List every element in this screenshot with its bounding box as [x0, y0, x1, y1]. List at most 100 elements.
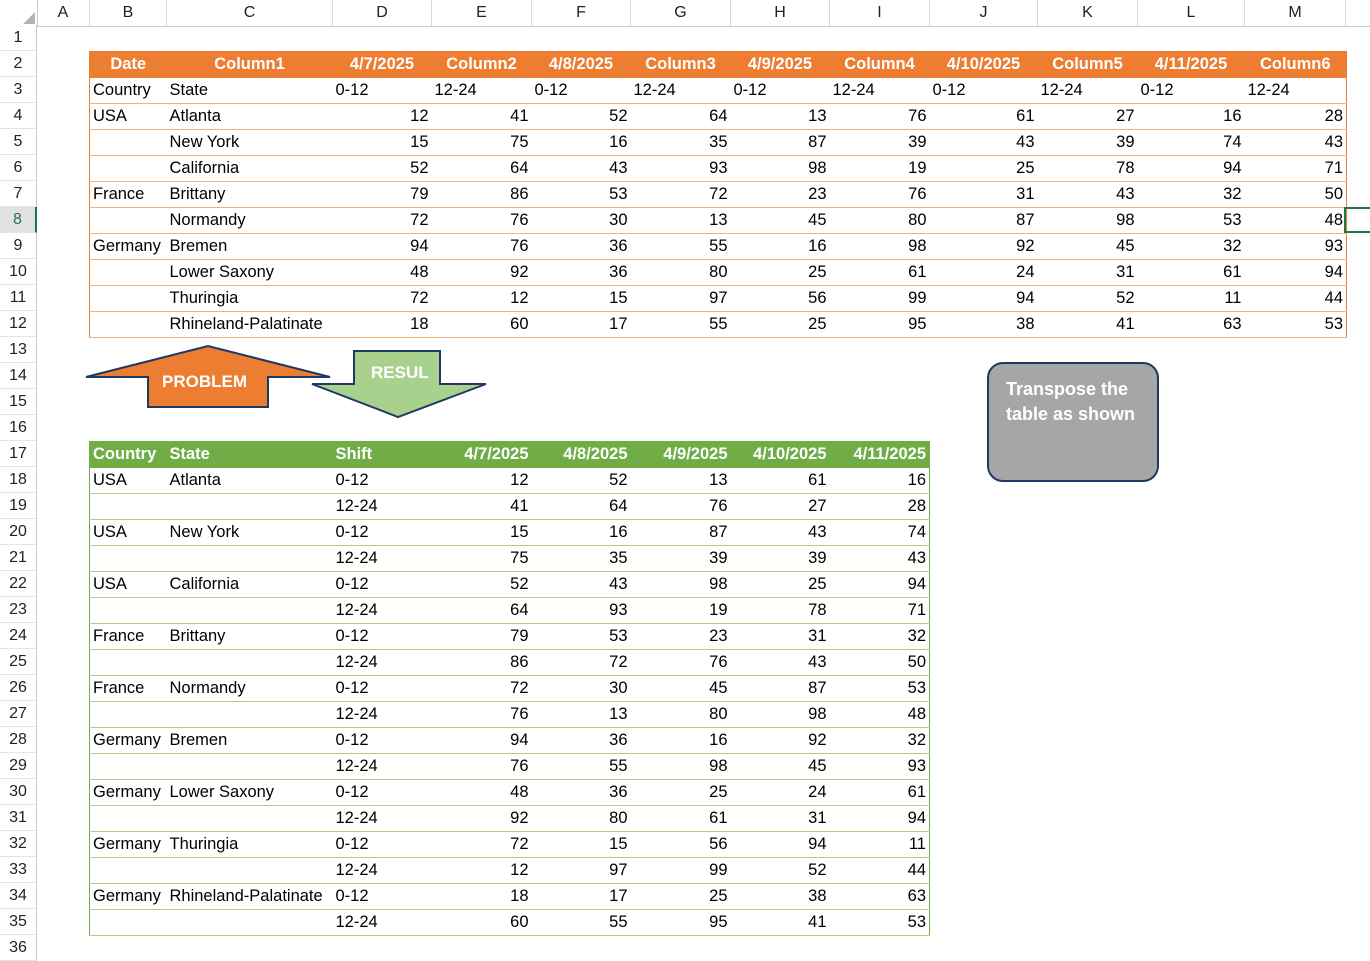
result-cell[interactable]: 48 — [431, 779, 532, 806]
result-cell[interactable]: USA — [89, 467, 167, 494]
source-cell[interactable]: 72 — [332, 207, 432, 234]
result-cell[interactable]: 55 — [531, 753, 631, 780]
source-header-cell[interactable]: 4/10/2025 — [929, 51, 1038, 78]
source-cell[interactable]: 31 — [929, 181, 1038, 208]
source-cell[interactable]: 98 — [730, 155, 830, 182]
source-cell[interactable]: 98 — [1037, 207, 1138, 234]
source-cell[interactable]: 71 — [1244, 155, 1347, 182]
source-cell[interactable]: 93 — [1244, 233, 1347, 260]
result-cell[interactable]: 78 — [730, 597, 830, 624]
source-cell[interactable]: France — [89, 181, 167, 208]
result-cell[interactable]: Brittany — [166, 623, 333, 650]
row-header-3[interactable]: 3 — [0, 77, 37, 103]
result-cell[interactable]: Germany — [89, 883, 167, 910]
source-cell[interactable]: 55 — [630, 233, 731, 260]
result-cell[interactable]: 48 — [829, 701, 930, 728]
source-cell[interactable] — [89, 259, 167, 286]
source-cell[interactable]: 94 — [332, 233, 432, 260]
column-header-J[interactable]: J — [930, 0, 1038, 26]
row-header-31[interactable]: 31 — [0, 805, 37, 831]
result-cell[interactable]: 94 — [829, 805, 930, 832]
source-cell[interactable]: 80 — [630, 259, 731, 286]
source-cell[interactable]: 45 — [730, 207, 830, 234]
source-cell[interactable]: 41 — [1037, 311, 1138, 338]
source-cell[interactable]: 36 — [531, 233, 631, 260]
row-header-19[interactable]: 19 — [0, 493, 37, 519]
row-header-36[interactable]: 36 — [0, 935, 37, 961]
result-cell[interactable]: 53 — [829, 675, 930, 702]
result-cell[interactable] — [89, 649, 167, 676]
result-cell[interactable]: 61 — [730, 467, 830, 494]
source-cell[interactable]: 72 — [630, 181, 731, 208]
result-cell[interactable]: 52 — [730, 857, 830, 884]
source-header-cell[interactable]: Column2 — [431, 51, 532, 78]
result-cell[interactable]: 0-12 — [332, 467, 432, 494]
source-cell[interactable]: 27 — [1037, 103, 1138, 130]
result-cell[interactable]: 27 — [730, 493, 830, 520]
source-cell[interactable]: 16 — [1137, 103, 1245, 130]
result-cell[interactable]: 63 — [829, 883, 930, 910]
source-cell[interactable]: 53 — [1244, 311, 1347, 338]
source-cell[interactable]: 76 — [829, 181, 930, 208]
source-cell[interactable]: 94 — [1137, 155, 1245, 182]
source-cell[interactable]: 13 — [630, 207, 731, 234]
result-cell[interactable]: 44 — [829, 857, 930, 884]
select-all-button[interactable] — [0, 0, 38, 26]
result-cell[interactable]: 72 — [431, 675, 532, 702]
result-cell[interactable]: 76 — [630, 493, 731, 520]
result-cell[interactable]: 12-24 — [332, 909, 432, 936]
result-cell[interactable]: 61 — [829, 779, 930, 806]
source-cell[interactable]: Normandy — [166, 207, 333, 234]
source-cell[interactable]: 61 — [829, 259, 930, 286]
row-header-7[interactable]: 7 — [0, 181, 37, 207]
result-cell[interactable] — [166, 545, 333, 572]
source-cell[interactable]: 28 — [1244, 103, 1347, 130]
result-cell[interactable]: 94 — [730, 831, 830, 858]
result-cell[interactable]: 0-12 — [332, 571, 432, 598]
column-header-H[interactable]: H — [731, 0, 830, 26]
result-cell[interactable]: 0-12 — [332, 623, 432, 650]
row-header-4[interactable]: 4 — [0, 103, 37, 129]
result-cell[interactable] — [89, 753, 167, 780]
result-cell[interactable]: 98 — [630, 571, 731, 598]
row-header-15[interactable]: 15 — [0, 389, 37, 415]
source-cell[interactable]: 80 — [829, 207, 930, 234]
result-cell[interactable]: 43 — [531, 571, 631, 598]
source-cell[interactable]: 74 — [1137, 129, 1245, 156]
result-cell[interactable]: 98 — [630, 753, 731, 780]
source-cell[interactable]: 52 — [1037, 285, 1138, 312]
row-header-14[interactable]: 14 — [0, 363, 37, 389]
result-cell[interactable]: Bremen — [166, 727, 333, 754]
source-cell[interactable]: 15 — [531, 285, 631, 312]
result-cell[interactable]: 41 — [730, 909, 830, 936]
source-header-cell[interactable]: Date — [89, 51, 167, 78]
column-header-K[interactable]: K — [1038, 0, 1138, 26]
result-cell[interactable]: 36 — [531, 779, 631, 806]
result-cell[interactable]: 93 — [531, 597, 631, 624]
source-cell[interactable]: 98 — [829, 233, 930, 260]
result-cell[interactable]: 25 — [730, 571, 830, 598]
source-cell[interactable]: 99 — [829, 285, 930, 312]
result-cell[interactable]: 39 — [630, 545, 731, 572]
source-cell[interactable]: 61 — [1137, 259, 1245, 286]
result-cell[interactable]: 12 — [431, 467, 532, 494]
result-cell[interactable]: 60 — [431, 909, 532, 936]
source-cell[interactable]: 97 — [630, 285, 731, 312]
result-cell[interactable]: Germany — [89, 831, 167, 858]
source-cell[interactable]: 16 — [730, 233, 830, 260]
result-cell[interactable]: 13 — [531, 701, 631, 728]
source-cell[interactable]: 75 — [431, 129, 532, 156]
row-header-18[interactable]: 18 — [0, 467, 37, 493]
source-cell[interactable]: Germany — [89, 233, 167, 260]
source-cell[interactable]: 87 — [929, 207, 1038, 234]
column-header-D[interactable]: D — [333, 0, 432, 26]
row-header-26[interactable]: 26 — [0, 675, 37, 701]
result-header-cell[interactable]: State — [166, 441, 333, 468]
source-cell[interactable]: 31 — [1037, 259, 1138, 286]
source-header-cell[interactable]: Column3 — [630, 51, 731, 78]
result-cell[interactable]: 80 — [630, 701, 731, 728]
source-cell[interactable]: Atlanta — [166, 103, 333, 130]
result-cell[interactable]: Thuringia — [166, 831, 333, 858]
source-cell[interactable]: 92 — [929, 233, 1038, 260]
result-cell[interactable]: California — [166, 571, 333, 598]
